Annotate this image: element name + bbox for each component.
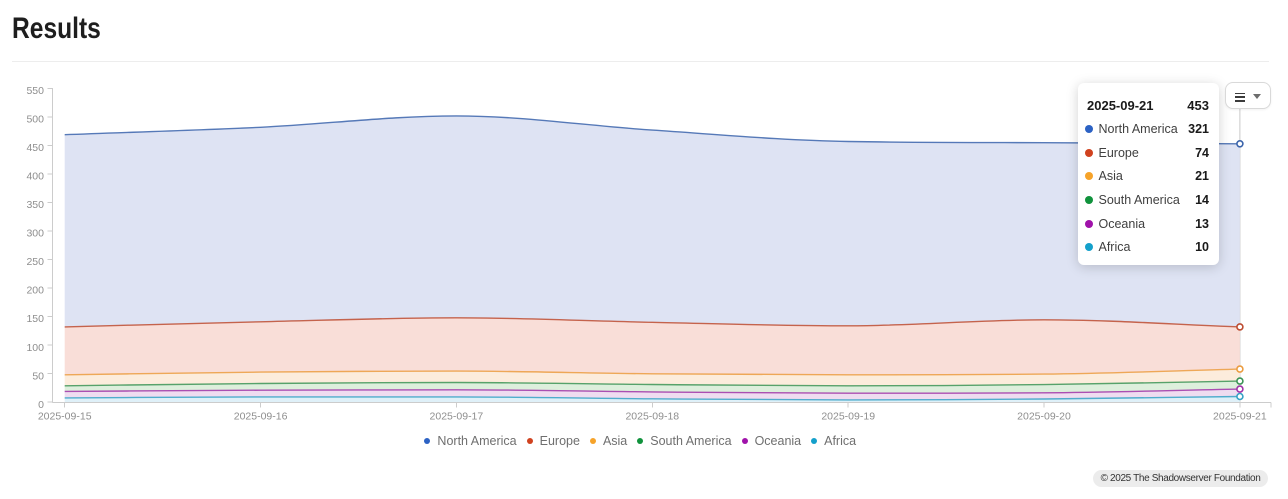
svg-text:2025-09-21: 2025-09-21 [1213,411,1267,423]
svg-text:450: 450 [26,142,44,154]
svg-text:2025-09-17: 2025-09-17 [430,411,484,423]
svg-text:2025-09-19: 2025-09-19 [821,411,875,423]
svg-text:350: 350 [26,199,44,211]
svg-text:300: 300 [26,228,44,240]
svg-text:250: 250 [26,256,44,268]
svg-text:100: 100 [26,342,44,354]
svg-text:2025-09-18: 2025-09-18 [625,411,679,423]
svg-text:2025-09-15: 2025-09-15 [38,411,92,423]
svg-text:500: 500 [26,114,44,126]
svg-text:400: 400 [26,171,44,183]
svg-text:2025-09-20: 2025-09-20 [1017,411,1071,423]
svg-text:550: 550 [26,85,44,97]
svg-text:2025-09-16: 2025-09-16 [234,411,288,423]
svg-text:150: 150 [26,313,44,325]
svg-text:200: 200 [26,285,44,297]
svg-text:50: 50 [32,370,44,382]
svg-text:0: 0 [38,399,44,411]
